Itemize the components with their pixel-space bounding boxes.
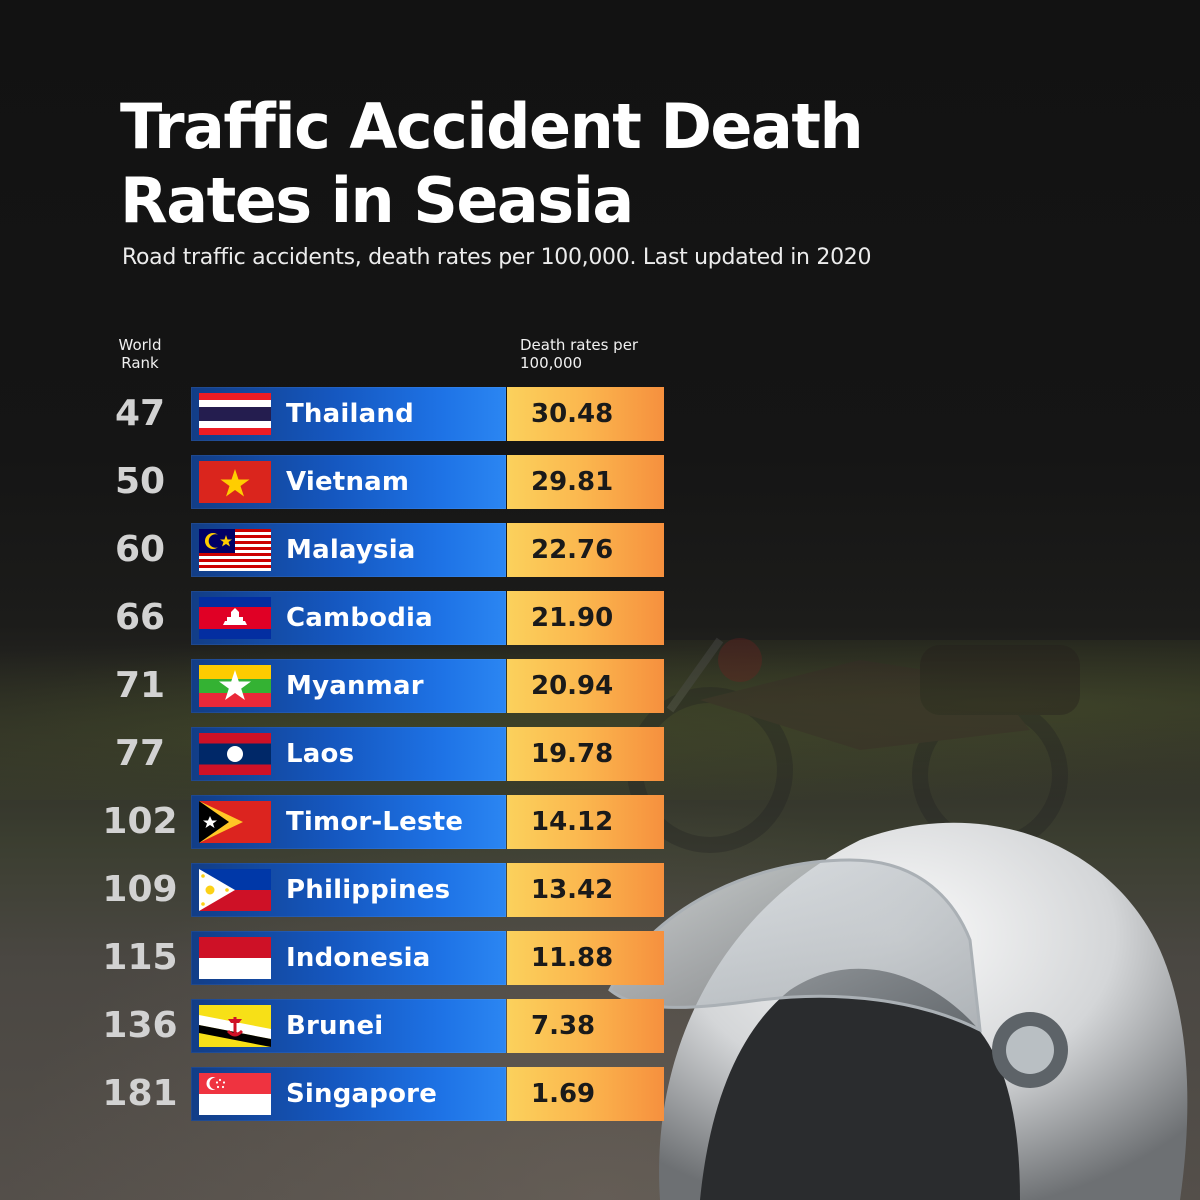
cambodia-flag-icon — [199, 597, 271, 639]
country-name: Malaysia — [286, 535, 416, 565]
country-name: Indonesia — [286, 943, 431, 973]
country-bar: Brunei — [191, 999, 506, 1053]
death-rate-value: 29.81 — [531, 467, 614, 497]
chart-subtitle: Road traffic accidents, death rates per … — [122, 245, 872, 270]
death-rate-value: 21.90 — [531, 603, 614, 633]
country-bar: Singapore — [191, 1067, 506, 1121]
world-rank-value: 47 — [114, 393, 166, 434]
country-bar: Timor-Leste — [191, 795, 506, 849]
world-rank-value: 71 — [114, 665, 166, 706]
death-rate-value: 19.78 — [531, 739, 614, 769]
table-row-myanmar: 71 Myanmar 20.94 — [0, 659, 700, 713]
table-row-timor-leste: 102 Timor-Leste 14.12 — [0, 795, 700, 849]
death-rate-bar: 21.90 — [507, 591, 664, 645]
death-rate-bar: 30.48 — [507, 387, 664, 441]
country-name: Philippines — [286, 875, 451, 905]
world-rank-value: 77 — [114, 733, 166, 774]
country-name: Cambodia — [286, 603, 433, 633]
death-rate-bar: 7.38 — [507, 999, 664, 1053]
death-rate-bar: 20.94 — [507, 659, 664, 713]
country-bar: Indonesia — [191, 931, 506, 985]
death-rate-bar: 11.88 — [507, 931, 664, 985]
world-rank-value: 181 — [102, 1073, 178, 1114]
table-row-thailand: 47 Thailand 30.48 — [0, 387, 700, 441]
death-rate-value: 1.69 — [531, 1079, 596, 1109]
country-bar: Laos — [191, 727, 506, 781]
table-row-brunei: 136 Brunei 7.38 — [0, 999, 700, 1053]
column-header-world-rank: World Rank — [118, 336, 162, 372]
country-name: Brunei — [286, 1011, 384, 1041]
world-rank-value: 115 — [102, 937, 178, 978]
table-row-philippines: 109 Philippines 13.42 — [0, 863, 700, 917]
table-row-malaysia: 60 Malaysia 22.76 — [0, 523, 700, 577]
singapore-flag-icon — [199, 1073, 271, 1115]
world-rank-value: 136 — [102, 1005, 178, 1046]
timor-leste-flag-icon — [199, 801, 271, 843]
death-rate-bar: 29.81 — [507, 455, 664, 509]
country-bar: Philippines — [191, 863, 506, 917]
table-row-singapore: 181 Singapore 1.69 — [0, 1067, 700, 1121]
death-rate-value: 13.42 — [531, 875, 614, 905]
world-rank-value: 66 — [114, 597, 166, 638]
death-rate-bar: 14.12 — [507, 795, 664, 849]
death-rate-value: 7.38 — [531, 1011, 596, 1041]
background-road — [0, 790, 1200, 1200]
death-rate-value: 22.76 — [531, 535, 614, 565]
world-rank-value: 102 — [102, 801, 178, 842]
column-header-death-rates: Death rates per 100,000 — [520, 336, 639, 372]
country-bar: Cambodia — [191, 591, 506, 645]
death-rate-value: 14.12 — [531, 807, 614, 837]
table-row-indonesia: 115 Indonesia 11.88 — [0, 931, 700, 985]
country-name: Myanmar — [286, 671, 424, 701]
table-row-vietnam: 50 Vietnam 29.81 — [0, 455, 700, 509]
laos-flag-icon — [199, 733, 271, 775]
country-name: Laos — [286, 739, 355, 769]
country-name: Singapore — [286, 1079, 438, 1109]
thailand-flag-icon — [199, 393, 271, 435]
country-name: Vietnam — [286, 467, 410, 497]
death-rate-bar: 22.76 — [507, 523, 664, 577]
chart-title: Traffic Accident Death Rates in Seasia — [120, 90, 864, 237]
table-row-laos: 77 Laos 19.78 — [0, 727, 700, 781]
death-rate-value: 30.48 — [531, 399, 614, 429]
world-rank-value: 109 — [102, 869, 178, 910]
country-bar: Malaysia — [191, 523, 506, 577]
malaysia-flag-icon — [199, 529, 271, 571]
country-bar: Thailand — [191, 387, 506, 441]
death-rate-bar: 1.69 — [507, 1067, 664, 1121]
death-rate-value: 20.94 — [531, 671, 614, 701]
philippines-flag-icon — [199, 869, 271, 911]
world-rank-value: 50 — [114, 461, 166, 502]
death-rate-bar: 19.78 — [507, 727, 664, 781]
country-name: Timor-Leste — [286, 807, 464, 837]
death-rate-bar: 13.42 — [507, 863, 664, 917]
vietnam-flag-icon — [199, 461, 271, 503]
country-name: Thailand — [286, 399, 414, 429]
death-rate-value: 11.88 — [531, 943, 614, 973]
table-row-cambodia: 66 Cambodia 21.90 — [0, 591, 700, 645]
country-bar: Myanmar — [191, 659, 506, 713]
indonesia-flag-icon — [199, 937, 271, 979]
myanmar-flag-icon — [199, 665, 271, 707]
world-rank-value: 60 — [114, 529, 166, 570]
country-bar: Vietnam — [191, 455, 506, 509]
brunei-flag-icon — [199, 1005, 271, 1047]
